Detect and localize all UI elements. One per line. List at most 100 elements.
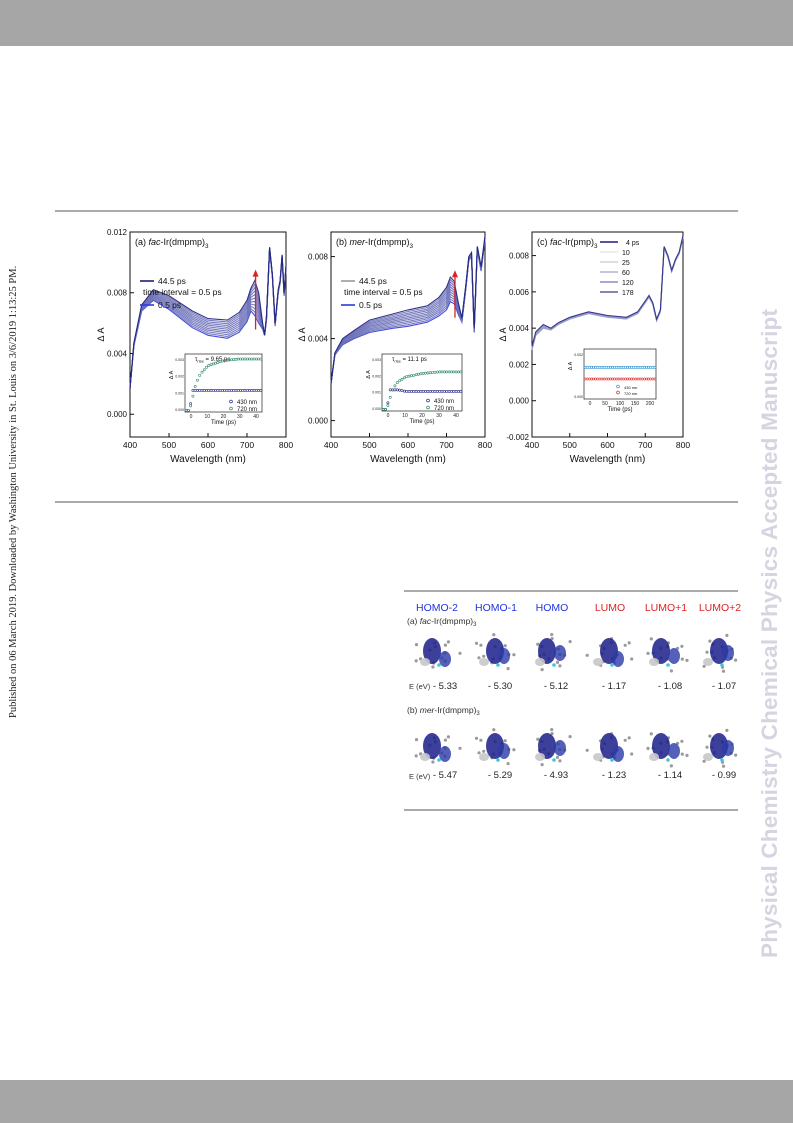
orbital-lobe <box>439 746 451 762</box>
nitrogen-atom <box>437 758 441 762</box>
atom <box>479 738 483 742</box>
atom <box>479 643 483 647</box>
inset-x-axis-label: Time (ps) <box>409 419 434 425</box>
legend-label: 4 ps <box>626 240 640 247</box>
orbital-figure: HOMO-2 HOMO-1 HOMO LUMO LUMO+1 LUMO+2 (a) fac… <box>407 602 741 781</box>
inset-x-tick-label: 40 <box>253 414 259 420</box>
atom <box>446 735 450 739</box>
atom <box>477 656 481 660</box>
orbital-lobe <box>668 743 680 759</box>
inset-point-720-nm <box>193 384 197 388</box>
orbital-lobe <box>535 658 545 666</box>
x-tick-label: 500 <box>362 440 376 450</box>
nitrogen-atom <box>610 758 614 762</box>
orbital-image <box>646 637 689 673</box>
panel-c: 400 500 600 700 800-0.0020.0000.0020.0040.00… <box>498 231 690 465</box>
x-tick-label: 500 <box>162 440 176 450</box>
legend-label: time interval = 0.5 ps <box>344 287 423 297</box>
inset-point-720-nm <box>386 404 390 407</box>
inset-point-720-nm <box>196 378 199 382</box>
series-line-178 <box>531 237 684 351</box>
y-tick-label: 0.008 <box>107 289 128 298</box>
inset-frame <box>184 353 263 413</box>
inset-x-tick-label: 20 <box>221 414 227 420</box>
orbital-header-lumoplus1: LUMO+1 <box>645 602 687 614</box>
atom <box>680 657 684 661</box>
series-line-44.5-ps <box>129 247 287 389</box>
inset-y-tick-label: 0.002 <box>175 375 184 379</box>
orbital-lobe <box>423 638 441 664</box>
inset-x-tick-label: 100 <box>616 401 625 407</box>
inset-legend-marker <box>616 390 620 395</box>
orbital-energy: - 1.07 <box>712 681 736 692</box>
orbital-header-lumoplus2: LUMO+2 <box>699 602 741 614</box>
x-tick-label: 400 <box>324 440 338 450</box>
orbital-lobe <box>420 658 430 666</box>
inset-point-720-nm <box>653 377 657 381</box>
atom <box>646 651 650 655</box>
orbital-image <box>702 728 738 768</box>
figure-top-rule <box>55 210 738 212</box>
atom <box>568 735 572 739</box>
y-tick-label: 0.004 <box>107 349 128 358</box>
series-line-intermediate <box>531 237 684 350</box>
inset-y-tick-label: 0.001 <box>372 391 381 395</box>
orbital-lobe <box>554 740 566 756</box>
x-tick-label: 400 <box>525 440 539 450</box>
atom <box>550 633 554 637</box>
atom <box>458 746 462 750</box>
inset-x-tick-label: 0 <box>190 414 193 420</box>
atom <box>646 746 650 750</box>
atom <box>458 651 462 655</box>
inset-x-tick-label: 40 <box>453 413 459 419</box>
y-axis-label: Δ A <box>297 327 307 341</box>
orbital-lobe <box>652 733 670 759</box>
atom <box>702 664 706 668</box>
y-tick-label: 0.008 <box>509 252 530 261</box>
inset-point-720-nm <box>202 368 206 372</box>
atom <box>414 754 418 758</box>
atom <box>474 641 479 645</box>
atom <box>446 640 450 644</box>
x-axis-label: Wavelength (nm) <box>170 454 246 465</box>
y-axis-label: Δ A <box>96 327 106 341</box>
orbital-bottom-rule <box>404 809 738 811</box>
atom <box>623 738 627 742</box>
orbital-lobe <box>498 743 510 759</box>
orbital-lobe <box>668 648 680 664</box>
series-line-4-ps <box>531 235 684 347</box>
series-line-intermediate <box>531 236 684 349</box>
inset-point-720-nm <box>402 376 406 380</box>
y-tick-label: 0.006 <box>509 288 530 297</box>
energy-label: E (eV) <box>409 682 431 691</box>
y-tick-label: 0.004 <box>308 335 329 344</box>
inset-y-tick-label: 0.000 <box>372 407 381 411</box>
inset-legend-label: 430 nm <box>624 385 638 390</box>
orbital-lobe <box>722 645 734 661</box>
atom <box>725 728 729 732</box>
inset-y-axis-label: Δ A <box>169 370 175 379</box>
legend-label: 120 <box>622 280 634 287</box>
orbital-lobe <box>612 651 624 667</box>
x-tick-label: 800 <box>279 440 293 450</box>
inset-point-720-nm <box>189 404 193 408</box>
atom <box>506 667 510 671</box>
inset-point-720-nm <box>198 373 202 377</box>
x-tick-label: 600 <box>600 440 614 450</box>
y-tick-label: 0.008 <box>308 253 329 262</box>
nitrogen-atom <box>666 663 670 667</box>
inset-y-tick-label: 0.002 <box>574 353 583 357</box>
x-axis-label: Wavelength (nm) <box>370 454 446 465</box>
nitrogen-atom <box>496 758 500 762</box>
atom <box>536 642 540 646</box>
inset-x-axis-label: Time (ps) <box>211 420 236 426</box>
legend-label: time interval = 0.5 ps <box>143 287 222 297</box>
orbital-lobe <box>722 740 734 756</box>
y-tick-label: 0.000 <box>509 397 530 406</box>
inset-tau-label: τrise = 11.1 ps <box>392 357 427 364</box>
inset-y-tick-label: 0.000 <box>574 395 583 399</box>
orbital-energy: - 5.47 <box>433 770 457 781</box>
orbital-lobe <box>649 753 659 761</box>
x-tick-label: 500 <box>563 440 577 450</box>
series-line-intermediate <box>531 236 684 350</box>
